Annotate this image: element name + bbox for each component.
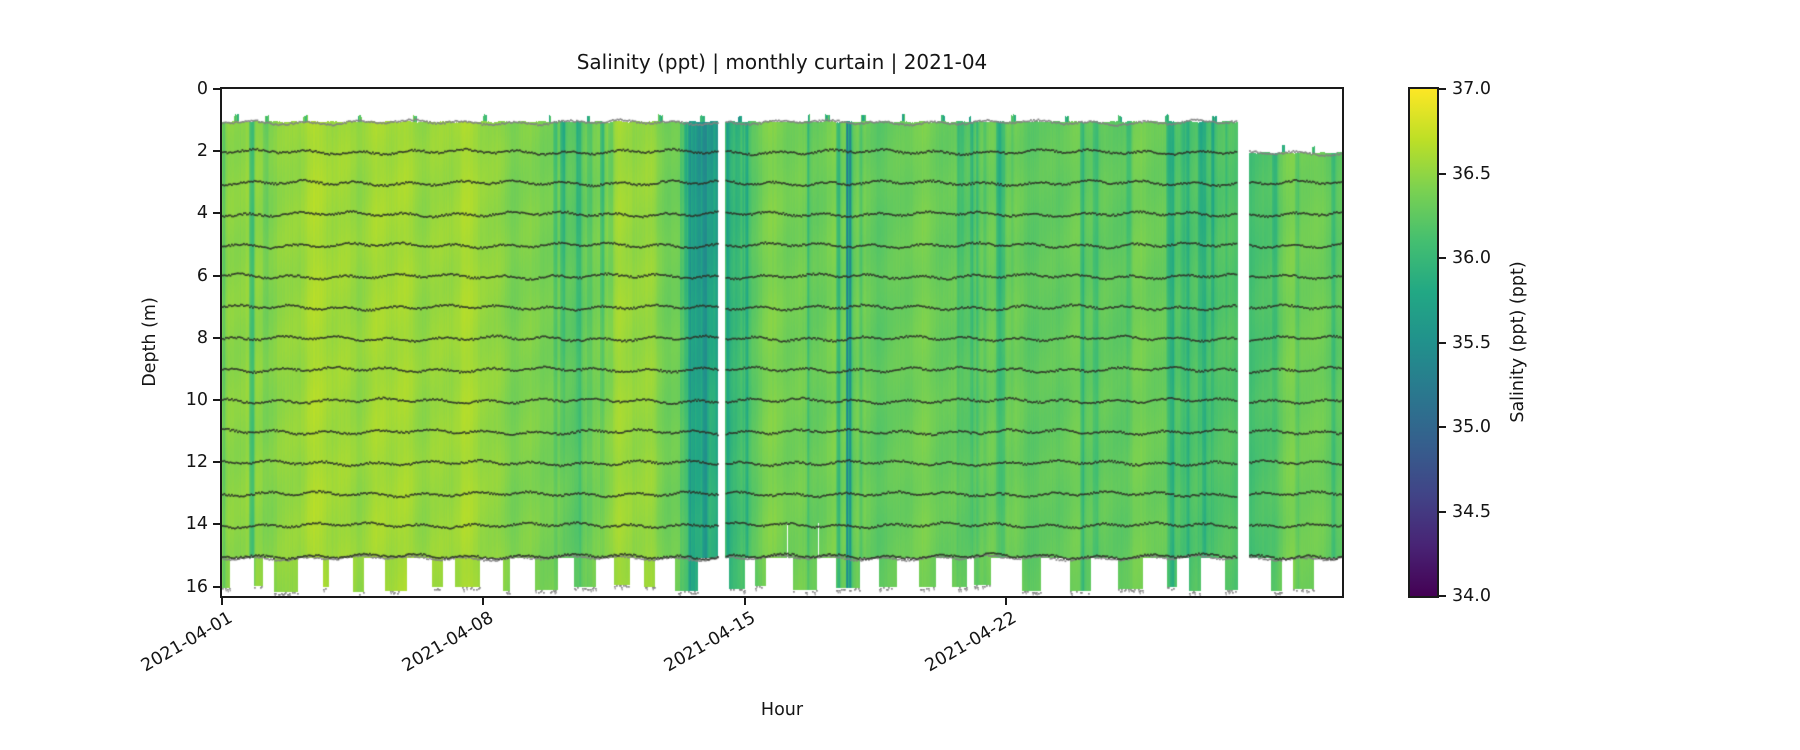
colorbar-tick-label: 34.0 (1452, 586, 1491, 606)
x-tick-mark (482, 598, 485, 605)
colorbar-tick-mark (1439, 510, 1446, 513)
y-tick-mark (213, 399, 220, 402)
colorbar-tick-mark (1439, 595, 1446, 597)
y-tick-label: 2 (196, 141, 208, 162)
y-tick-mark (213, 88, 220, 90)
x-tick-mark (743, 598, 746, 605)
y-axis-label: Depth (m) (140, 297, 160, 387)
colorbar-tick-mark (1439, 426, 1446, 428)
y-tick-label: 10 (185, 390, 208, 411)
colorbar-gradient (1410, 89, 1437, 596)
y-tick-mark (213, 523, 220, 526)
y-tick-mark (213, 150, 220, 153)
colorbar-tick-label: 37.0 (1452, 79, 1491, 99)
curtain-heatmap (222, 89, 1342, 596)
y-tick-mark (213, 461, 220, 464)
y-tick-label: 12 (185, 452, 208, 473)
colorbar-tick-mark (1439, 341, 1446, 344)
colorbar (1408, 87, 1439, 598)
y-tick-label: 0 (196, 79, 208, 99)
y-tick-label: 6 (196, 265, 208, 286)
y-tick-mark (213, 585, 220, 588)
y-tick-mark (213, 274, 220, 277)
colorbar-tick-label: 36.0 (1452, 248, 1491, 268)
colorbar-tick-mark (1439, 88, 1446, 90)
colorbar-tick-label: 36.5 (1452, 163, 1491, 184)
x-tick-mark (221, 598, 223, 605)
colorbar-tick-label: 35.5 (1452, 332, 1491, 353)
y-tick-mark (213, 212, 220, 215)
colorbar-tick-label: 35.0 (1452, 417, 1491, 437)
y-tick-label: 8 (196, 327, 208, 348)
colorbar-label: Salinity (ppt) (ppt) (1508, 261, 1528, 423)
x-tick-label: 2021-04-01 (137, 608, 236, 677)
y-tick-label: 14 (185, 514, 208, 535)
chart-title: Salinity (ppt) | monthly curtain | 2021-… (576, 50, 988, 74)
x-axis-label: Hour (760, 700, 804, 720)
y-tick-label: 4 (196, 203, 208, 224)
colorbar-tick-label: 34.5 (1452, 501, 1491, 522)
colorbar-tick-mark (1439, 172, 1446, 175)
y-tick-label: 16 (185, 576, 208, 597)
colorbar-tick-mark (1439, 257, 1446, 259)
y-tick-mark (213, 336, 220, 339)
x-tick-mark (1005, 598, 1007, 605)
